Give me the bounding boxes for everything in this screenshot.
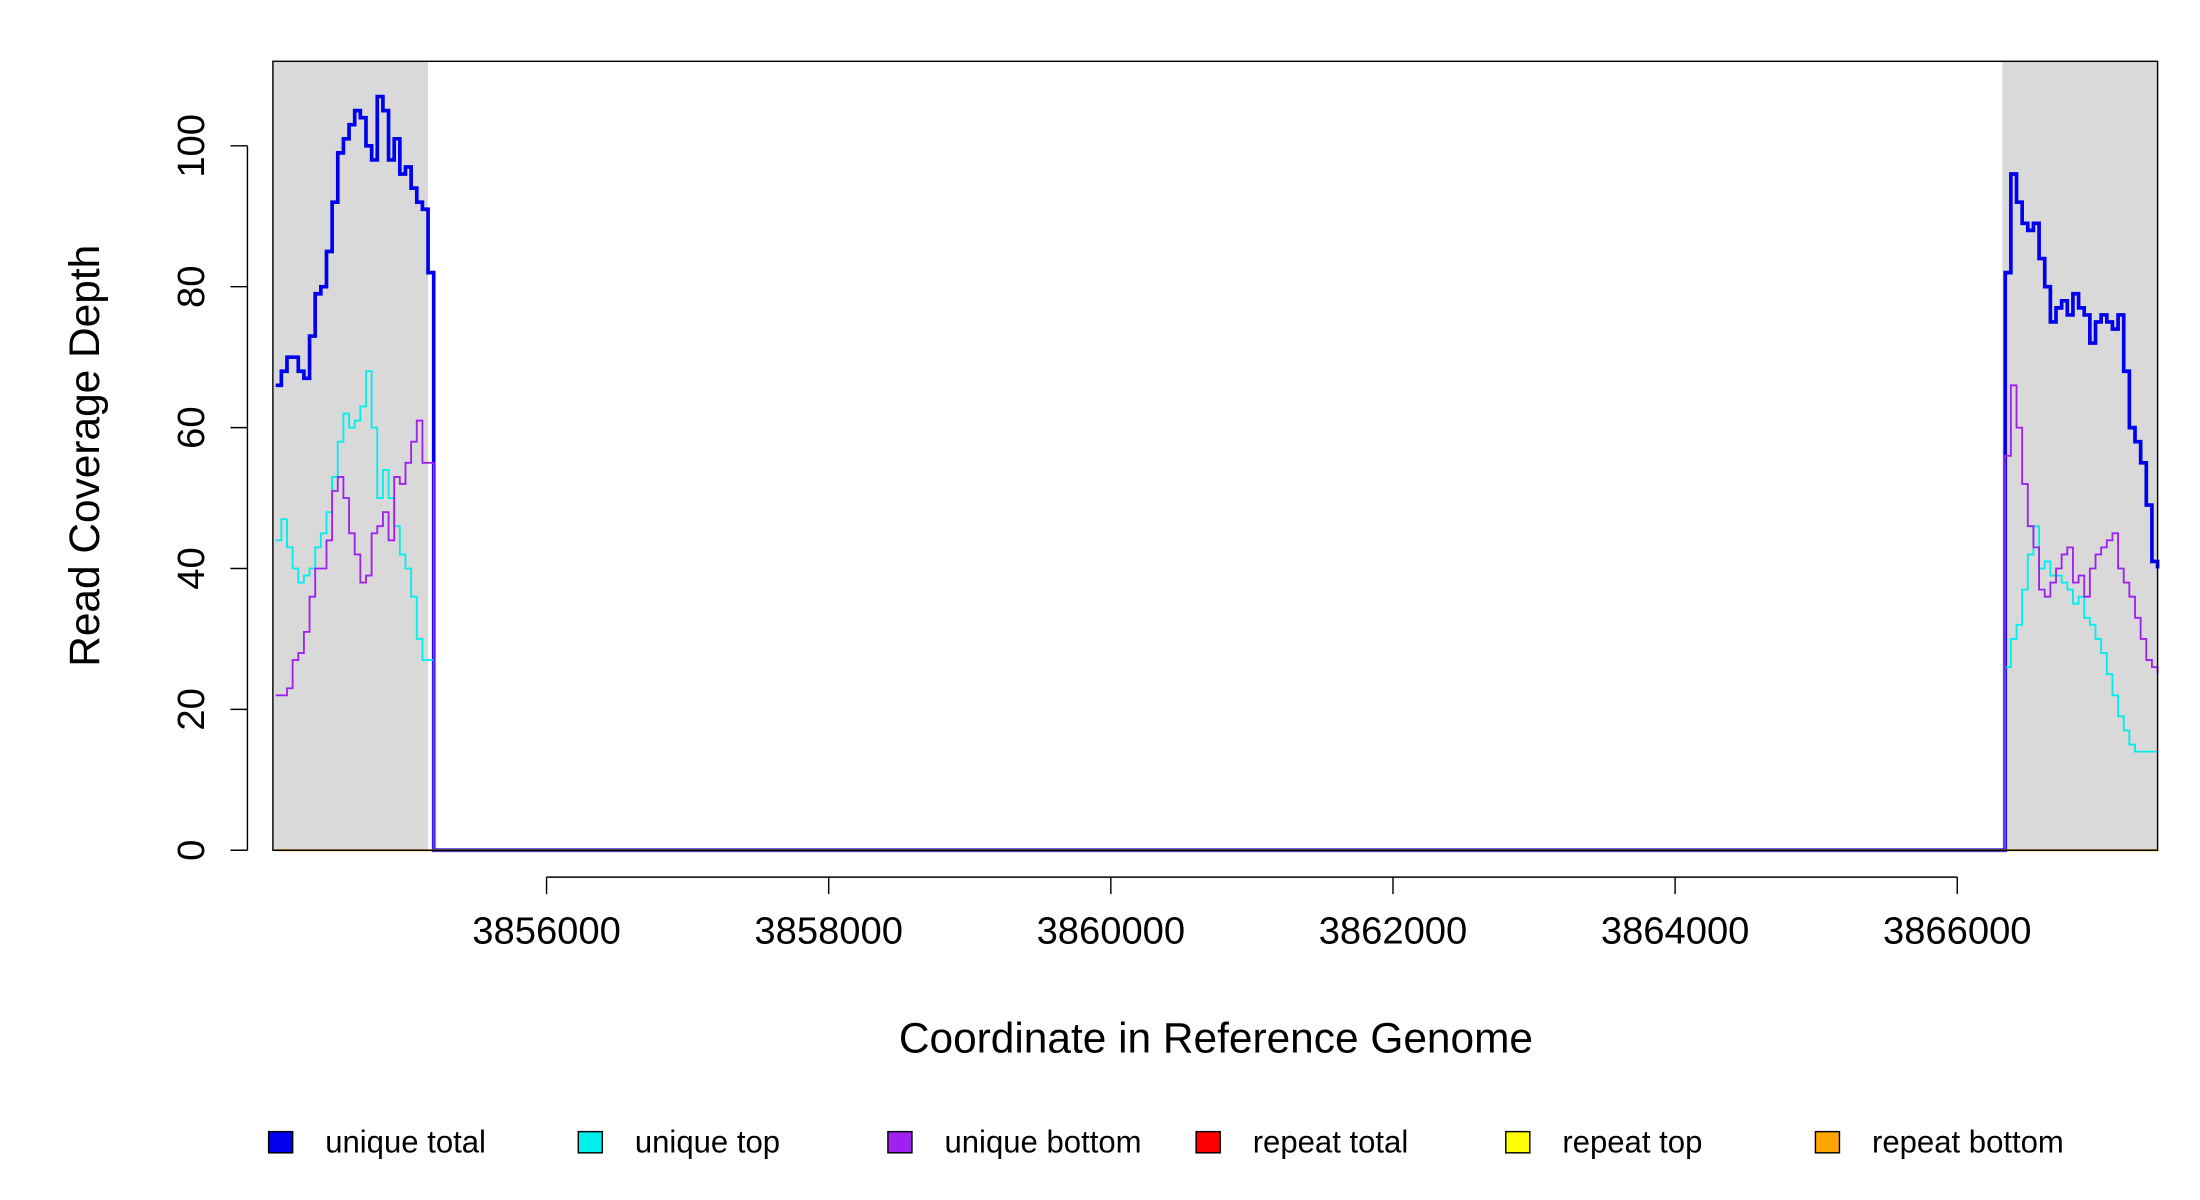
legend-swatch (577, 1130, 604, 1154)
plot-box (272, 60, 2159, 851)
legend-swatch (1814, 1130, 1841, 1154)
shaded-region (272, 61, 429, 851)
legend-swatch (267, 1130, 294, 1154)
y-tick-label: 100 (170, 114, 213, 178)
legend-label: unique bottom (944, 1125, 1141, 1160)
legend-label: repeat top (1562, 1125, 1702, 1160)
legend-label: repeat total (1253, 1125, 1409, 1160)
x-tick-label: 3866000 (1883, 910, 2032, 953)
legend-swatch (887, 1130, 913, 1154)
series-line (275, 370, 2158, 852)
y-tick-label: 80 (170, 265, 213, 307)
legend-swatch (1195, 1130, 1221, 1154)
x-tick-label: 3860000 (1037, 910, 1186, 953)
x-tick-label: 3858000 (754, 910, 903, 953)
y-tick-label: 20 (170, 688, 213, 730)
x-axis-title: Coordinate in Reference Genome (899, 1014, 1533, 1061)
series-line (275, 384, 2159, 852)
legend-label: unique top (635, 1125, 780, 1160)
shaded-region (2002, 61, 2158, 851)
y-tick-label: 40 (170, 547, 213, 589)
y-tick-label: 0 (170, 840, 213, 861)
x-tick-label: 3862000 (1319, 910, 1468, 953)
y-tick-label: 60 (170, 406, 213, 448)
legend-label: repeat bottom (1872, 1125, 2064, 1160)
series-line (275, 94, 2160, 853)
y-axis-title: Read Coverage Depth (61, 245, 108, 667)
legend-label: unique total (325, 1125, 486, 1160)
x-tick-label: 3864000 (1601, 910, 1750, 953)
legend-swatch (1505, 1130, 1531, 1154)
x-tick-label: 3856000 (472, 910, 621, 953)
